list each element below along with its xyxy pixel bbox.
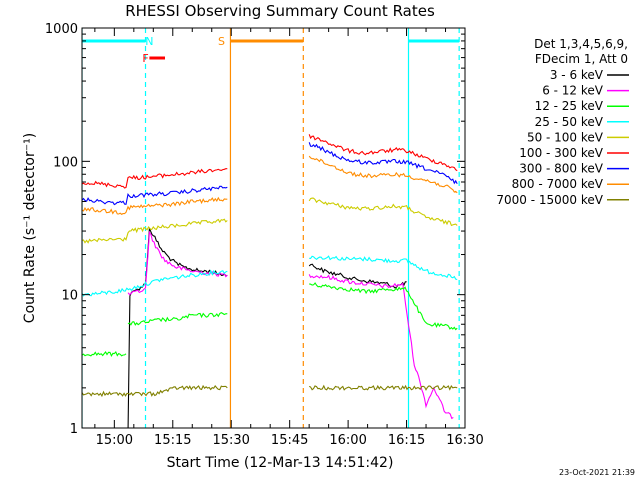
x-tick-label: 16:15	[388, 433, 425, 448]
x-tick-label: 16:00	[329, 433, 366, 448]
series-line-4-seg-0	[82, 218, 228, 244]
series-line-8-seg-1	[308, 384, 458, 391]
x-tick-label: 15:30	[212, 433, 249, 448]
series-line-2-seg-0	[82, 351, 127, 357]
legend-header-line: Det 1,3,4,5,6,9,	[534, 37, 628, 51]
x-tick-label: 15:00	[96, 433, 133, 448]
legend-label: 25 - 50 keV	[535, 115, 604, 129]
series-line-5-seg-0	[82, 168, 228, 189]
legend-label: 7000 - 15000 keV	[496, 193, 603, 207]
series-line-2-seg-2	[309, 282, 458, 331]
legend-label: 3 - 6 keV	[550, 68, 604, 82]
y-tick-label: 100	[53, 155, 78, 170]
legend-header: Det 1,3,4,5,6,9,FDecim 1, Att 0	[534, 37, 628, 66]
series-line-4-seg-1	[308, 197, 458, 227]
x-axis-label: Start Time (12-Mar-13 14:51:42)	[167, 455, 394, 471]
legend-label: 100 - 300 keV	[519, 146, 603, 160]
series-line-5-seg-1	[308, 134, 458, 172]
series-line-8-seg-0	[82, 384, 228, 398]
data-layer: NF S	[82, 28, 460, 428]
series-line-1-seg-1	[308, 274, 454, 420]
legend-label: 300 - 800 keV	[519, 162, 603, 176]
flag-label-0: N	[145, 35, 153, 48]
series-line-6-seg-0	[82, 185, 228, 206]
x-tick-label: 15:45	[271, 433, 308, 448]
legend-label: 6 - 12 keV	[542, 84, 604, 98]
flag-label-1: F	[142, 52, 148, 65]
x-tick-label: 16:30	[446, 433, 483, 448]
plot-timestamp: 23-Oct-2021 21:39	[559, 468, 635, 477]
series-line-7-seg-1	[308, 155, 458, 194]
axes-layer: 15:00 15:15 15:30 15:45 16:00 16:15 16:30 1 10 10…	[45, 22, 484, 448]
series-line-3-seg-0	[82, 269, 228, 297]
legend-label: 800 - 7000 keV	[512, 177, 604, 191]
plot-area	[82, 28, 460, 428]
chart-title: RHESSI Observing Summary Count Rates	[125, 2, 435, 20]
series-line-2-seg-1	[127, 311, 228, 326]
y-tick-label: 10	[61, 289, 78, 304]
series-line-3-seg-1	[309, 255, 458, 281]
legend-label: 12 - 25 keV	[535, 99, 604, 113]
flag-label-2: S	[218, 35, 225, 48]
legend-header-line: FDecim 1, Att 0	[535, 52, 628, 66]
x-tick-label: 15:15	[154, 433, 191, 448]
series-line-6-seg-1	[308, 142, 458, 185]
plot-frame	[81, 27, 466, 429]
series-line-0-seg-1	[127, 228, 228, 428]
y-axis-label: Count Rate (s⁻¹ detector⁻¹)	[22, 133, 38, 323]
y-tick-label: 1	[70, 422, 78, 437]
series-line-7-seg-0	[82, 196, 228, 215]
y-tick-label: 1000	[45, 22, 78, 37]
legend-label: 50 - 100 keV	[527, 130, 604, 144]
